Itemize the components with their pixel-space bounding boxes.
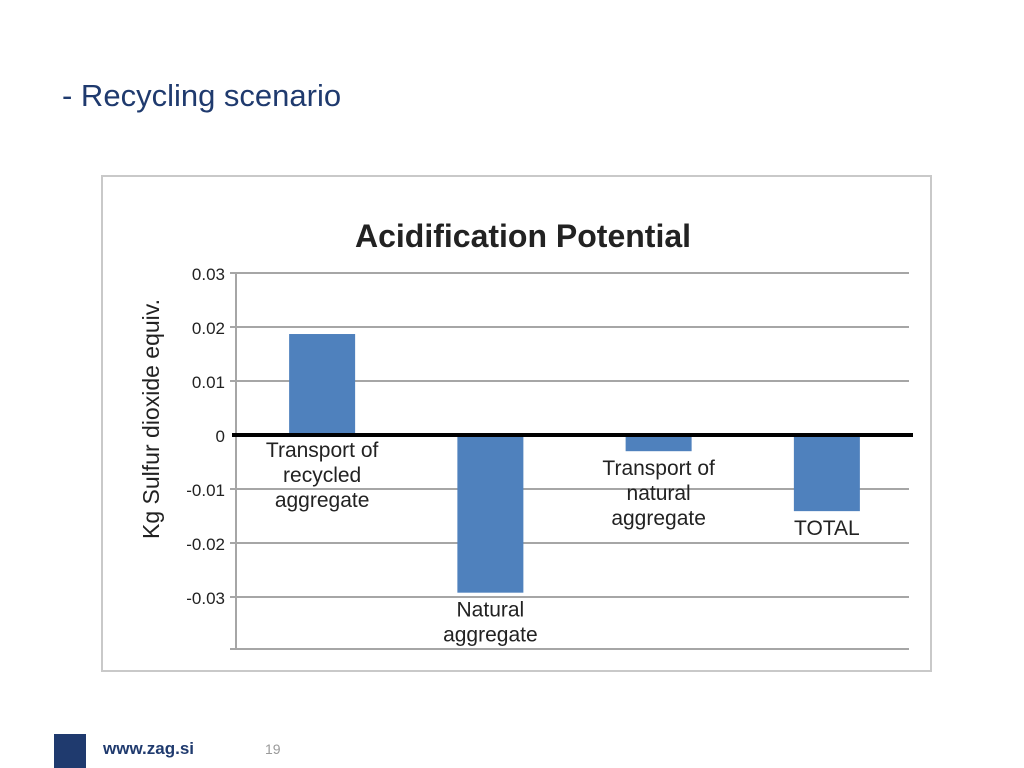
- category-label: TOTAL: [794, 517, 860, 540]
- y-tick-label: -0.02: [186, 535, 225, 554]
- bar: [457, 435, 524, 593]
- y-axis-label: Kg Sulfur dioxide equiv.: [138, 299, 164, 539]
- slide-title: - Recycling scenario: [62, 78, 342, 113]
- category-label: Transport of: [266, 439, 379, 462]
- y-tick-label: 0.03: [192, 265, 225, 284]
- acidification-chart: Acidification Potential Kg Sulfur dioxide…: [138, 218, 913, 650]
- y-tick-label: 0: [216, 427, 225, 446]
- category-label: Natural: [457, 599, 525, 622]
- y-tick-label: 0.02: [192, 319, 225, 338]
- chart-title: Acidification Potential: [355, 218, 691, 254]
- category-label: recycled: [283, 464, 361, 487]
- footer-url[interactable]: www.zag.si: [103, 739, 195, 758]
- category-label: aggregate: [443, 624, 538, 647]
- category-label: Transport of: [602, 457, 715, 480]
- y-tick-label: -0.03: [186, 589, 225, 608]
- y-tick-label: 0.01: [192, 373, 225, 392]
- bar: [793, 435, 860, 512]
- chart-frame: Acidification Potential Kg Sulfur dioxide…: [101, 175, 932, 672]
- category-label: aggregate: [275, 489, 370, 512]
- bar: [289, 334, 356, 435]
- bar: [625, 435, 692, 452]
- y-tick-label: -0.01: [186, 481, 225, 500]
- category-label: aggregate: [611, 507, 706, 530]
- page-number: 19: [265, 741, 281, 757]
- footer-logo-block: [54, 734, 86, 768]
- category-label: natural: [627, 482, 691, 505]
